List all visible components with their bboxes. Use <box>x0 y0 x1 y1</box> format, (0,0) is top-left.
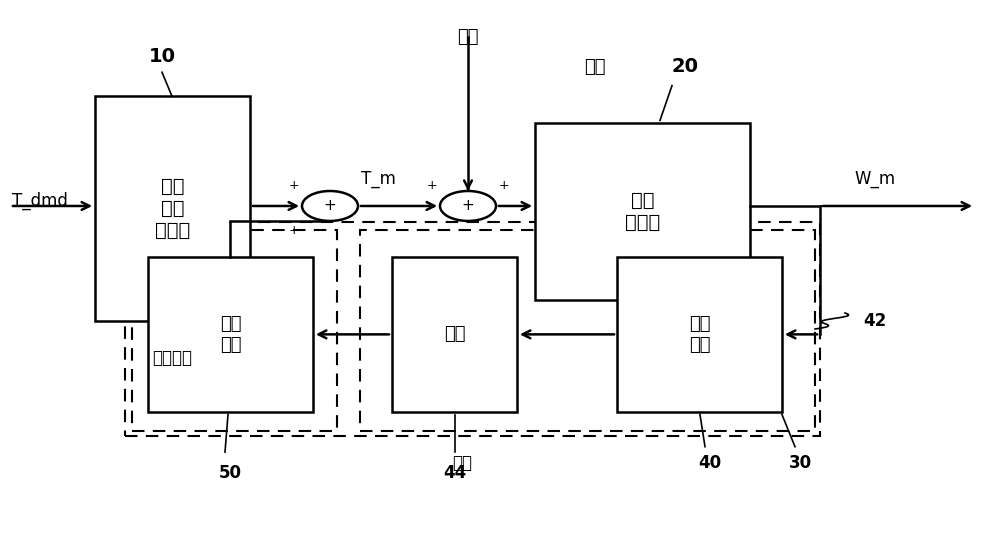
Circle shape <box>302 191 358 221</box>
Text: 车辆: 车辆 <box>584 58 606 76</box>
Text: +: + <box>427 179 437 192</box>
Text: 干扰: 干扰 <box>457 28 479 47</box>
Text: 衰减: 衰减 <box>452 454 472 472</box>
Text: 10: 10 <box>148 47 176 66</box>
Bar <box>535 123 750 300</box>
Text: T_m: T_m <box>361 170 395 188</box>
Bar <box>392 257 517 412</box>
Text: 40: 40 <box>698 454 722 472</box>
Text: 20: 20 <box>672 57 698 77</box>
Text: 扭矩
命令
生成部: 扭矩 命令 生成部 <box>155 177 190 240</box>
Text: W_m: W_m <box>854 170 896 188</box>
Text: 50: 50 <box>218 464 242 483</box>
Bar <box>95 96 250 321</box>
Text: 42: 42 <box>863 312 887 330</box>
Text: 30: 30 <box>788 454 812 472</box>
Text: +: + <box>324 198 336 213</box>
Text: +: + <box>289 224 299 237</box>
Text: 扔矩剖析: 扔矩剖析 <box>152 349 192 368</box>
Bar <box>125 222 820 436</box>
Text: 补偿: 补偿 <box>444 325 465 343</box>
Text: 振动
提取: 振动 提取 <box>689 315 710 354</box>
Bar <box>360 230 815 431</box>
Text: +: + <box>499 179 509 192</box>
Bar <box>617 257 782 412</box>
Text: 扭矩
控制部: 扭矩 控制部 <box>625 191 660 232</box>
Text: 振动
控制: 振动 控制 <box>220 315 241 354</box>
Text: T_dmd: T_dmd <box>12 192 68 210</box>
Bar <box>132 230 337 431</box>
Circle shape <box>440 191 496 221</box>
Text: +: + <box>462 198 474 213</box>
Text: +: + <box>289 179 299 192</box>
Bar <box>148 257 313 412</box>
Text: 44: 44 <box>443 464 467 483</box>
